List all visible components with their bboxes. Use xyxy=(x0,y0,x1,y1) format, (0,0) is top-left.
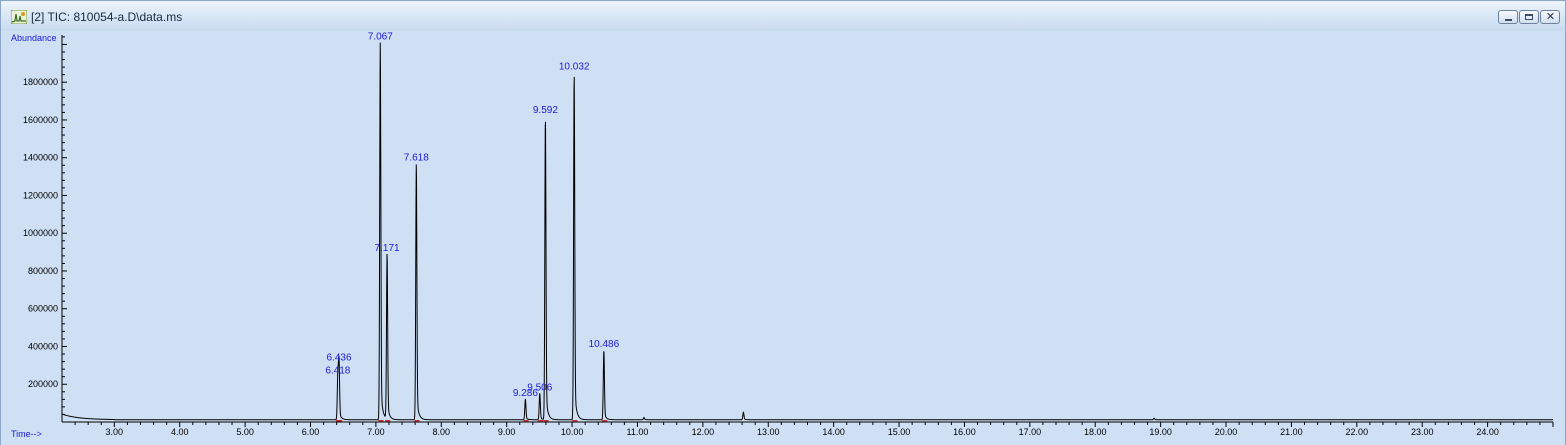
x-tick-label: 4.00 xyxy=(171,427,189,437)
minimize-button[interactable] xyxy=(1498,10,1518,24)
x-tick-label: 14.00 xyxy=(822,427,845,437)
y-tick-label: 1200000 xyxy=(23,190,58,200)
peak-label: 6.418 xyxy=(325,366,350,377)
window-title: [2] TIC: 810054-a.D\data.ms xyxy=(31,10,183,24)
peak-label: 7.171 xyxy=(375,243,400,254)
x-tick-label: 11.00 xyxy=(627,427,649,437)
tic-trace xyxy=(61,42,1553,421)
x-tick-label: 12.00 xyxy=(692,427,715,437)
x-tick-label: 13.00 xyxy=(757,427,780,437)
x-tick-label: 18.00 xyxy=(1084,427,1107,437)
plot-background xyxy=(1,31,1565,445)
close-button[interactable]: ✕ xyxy=(1540,10,1560,24)
x-tick-label: 5.00 xyxy=(236,427,254,437)
x-tick-label: 16.00 xyxy=(953,427,976,437)
y-tick-label: 200000 xyxy=(28,379,58,389)
x-axis-label: Time--> xyxy=(11,429,42,439)
chromatogram-plot[interactable]: 200000 400000 600000 800000 1000000 1200000 14… xyxy=(1,31,1565,445)
chromatogram-icon xyxy=(11,10,27,24)
maximize-icon xyxy=(1525,14,1533,20)
x-ticks: 3.00 4.00 5.00 6.00 7.00 8.00 9.00 10.00 11.00 12… xyxy=(74,422,1554,437)
y-tick-label: 1000000 xyxy=(23,228,58,238)
maximize-button[interactable] xyxy=(1519,10,1539,24)
x-tick-label: 10.00 xyxy=(561,427,584,437)
x-tick-label: 24.00 xyxy=(1476,427,1499,437)
x-tick-label: 20.00 xyxy=(1215,427,1238,437)
peak-label: 9.286 xyxy=(513,388,538,399)
x-tick-label: 9.00 xyxy=(498,427,516,437)
y-tick-label: 1800000 xyxy=(23,77,58,87)
peak-label: 9.506 xyxy=(527,383,552,394)
y-tick-label: 800000 xyxy=(28,266,58,276)
x-tick-label: 23.00 xyxy=(1411,427,1434,437)
y-tick-label: 400000 xyxy=(28,341,58,351)
y-tick-label: 1600000 xyxy=(23,115,58,125)
y-tick-label: 600000 xyxy=(28,304,58,314)
title-bar[interactable]: [2] TIC: 810054-a.D\data.ms ✕ xyxy=(1,1,1565,32)
x-tick-label: 3.00 xyxy=(106,427,124,437)
y-ticks: 200000 400000 600000 800000 1000000 1200000 14… xyxy=(23,36,67,415)
peak-label: 6.436 xyxy=(326,352,351,363)
close-icon: ✕ xyxy=(1545,10,1556,23)
x-tick-label: 6.00 xyxy=(302,427,320,437)
x-tick-label: 22.00 xyxy=(1346,427,1369,437)
x-tick-label: 21.00 xyxy=(1280,427,1303,437)
peak-label: 10.032 xyxy=(559,62,590,73)
peak-label: 7.067 xyxy=(368,31,393,42)
y-tick-label: 1400000 xyxy=(23,153,58,163)
x-tick-label: 7.00 xyxy=(367,427,385,437)
peak-label: 9.592 xyxy=(533,105,558,116)
y-axis-label: Abundance xyxy=(11,33,57,43)
x-tick-label: 15.00 xyxy=(888,427,911,437)
minimize-icon xyxy=(1505,19,1512,21)
x-tick-label: 19.00 xyxy=(1149,427,1172,437)
peak-label: 7.618 xyxy=(404,152,429,163)
peak-label: 10.486 xyxy=(589,339,620,350)
x-tick-label: 17.00 xyxy=(1019,427,1042,437)
x-tick-label: 8.00 xyxy=(433,427,451,437)
